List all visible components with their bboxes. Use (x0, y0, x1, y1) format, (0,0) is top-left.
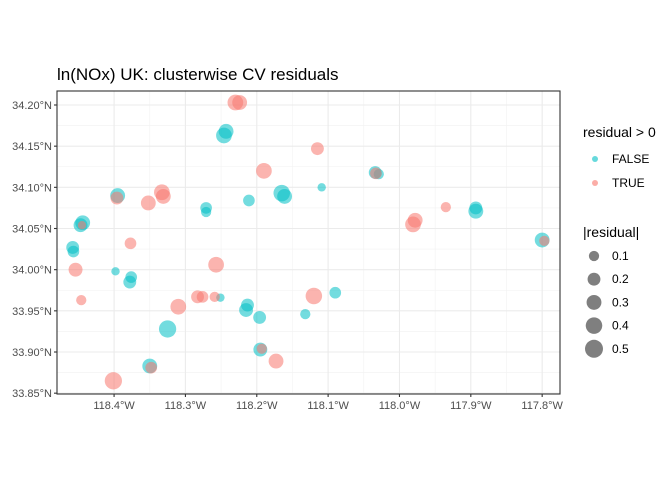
major-gridlines (57, 91, 560, 394)
plot-background (57, 91, 560, 394)
legend-key-false (592, 156, 598, 162)
data-points (66, 94, 550, 390)
data-point-true (110, 191, 124, 205)
x-tick-label: 118.2°W (236, 400, 278, 412)
data-point-true (305, 287, 323, 305)
x-tick-label: 117.9°W (450, 400, 492, 412)
y-tick-label: 34.00°N (12, 265, 52, 277)
y-tick-label: 34.10°N (12, 182, 52, 194)
x-axis: 118.4°W 118.3°W 118.2°W 118.1°W 118.0°W 117.9… (93, 394, 564, 412)
y-axis: 33.85°N 33.90°N 33.95°N 34.00°N 34.05°N 34.10… (12, 100, 57, 400)
data-point-true (208, 256, 224, 273)
data-point-false (218, 123, 234, 139)
size-legend: |residual| 0.1 0.2 0.3 0.4 0.5 (583, 224, 639, 358)
data-point-true (140, 195, 156, 211)
size-legend-label: 0.3 (612, 295, 629, 309)
data-point-true (68, 262, 83, 277)
color-legend-title: residual > 0 (583, 124, 656, 140)
data-point-true (76, 295, 87, 306)
data-point-true (370, 167, 382, 180)
size-legend-label: 0.5 (612, 342, 629, 356)
x-tick-label: 118.3°W (165, 400, 207, 412)
size-legend-key (585, 317, 603, 334)
data-point-false (111, 267, 120, 276)
size-legend-key (587, 272, 601, 286)
data-point-true (145, 361, 158, 374)
data-point-false (469, 201, 483, 215)
chart-title: ln(NOx) UK: clusterwise CV residuals (57, 65, 339, 84)
data-point-false (125, 271, 138, 283)
y-tick-label: 33.90°N (12, 347, 52, 359)
color-legend: residual > 0 FALSE TRUE (583, 124, 656, 190)
legend-label-false: FALSE (612, 152, 649, 166)
data-point-true (196, 291, 209, 303)
plot-border (56, 90, 561, 395)
y-tick-label: 34.15°N (12, 141, 52, 153)
data-point-true (256, 163, 272, 179)
data-point-false (277, 188, 293, 204)
size-legend-label: 0.2 (612, 272, 629, 286)
data-point-false (329, 286, 342, 299)
size-legend-key (585, 339, 603, 358)
data-point-false (200, 206, 212, 218)
x-tick-label: 118.1°W (307, 400, 349, 412)
y-tick-label: 33.85°N (12, 388, 52, 400)
size-legend-label: 0.1 (612, 249, 629, 263)
data-point-true (124, 237, 137, 250)
x-tick-label: 118.0°W (379, 400, 421, 412)
data-point-true (440, 201, 451, 213)
data-point-false (253, 310, 267, 324)
data-point-true (539, 235, 550, 246)
data-point-true (170, 298, 187, 315)
size-legend-label: 0.4 (612, 319, 629, 333)
legend-key-true (592, 180, 598, 186)
data-point-false (300, 309, 311, 320)
x-tick-label: 118.4°W (93, 400, 135, 412)
y-tick-label: 33.95°N (12, 306, 52, 318)
data-point-false (241, 298, 254, 312)
x-tick-label: 117.8°W (521, 400, 563, 412)
size-legend-key (586, 294, 602, 310)
size-legend-title: |residual| (583, 224, 639, 240)
data-point-true (256, 343, 267, 354)
data-point-true (310, 142, 324, 156)
y-tick-label: 34.20°N (12, 100, 52, 112)
legend-label-true: TRUE (612, 176, 645, 190)
data-point-true (407, 212, 423, 228)
y-tick-label: 34.05°N (12, 224, 52, 236)
data-point-false (317, 183, 326, 192)
data-point-false (243, 194, 255, 207)
data-point-true (155, 188, 171, 204)
data-point-true (104, 372, 123, 390)
data-point-true (209, 291, 220, 302)
data-point-false (158, 320, 177, 338)
data-point-true (232, 95, 248, 110)
size-legend-key (588, 250, 600, 262)
data-point-false (67, 245, 80, 258)
data-point-true (268, 353, 284, 369)
data-point-true (77, 220, 87, 230)
